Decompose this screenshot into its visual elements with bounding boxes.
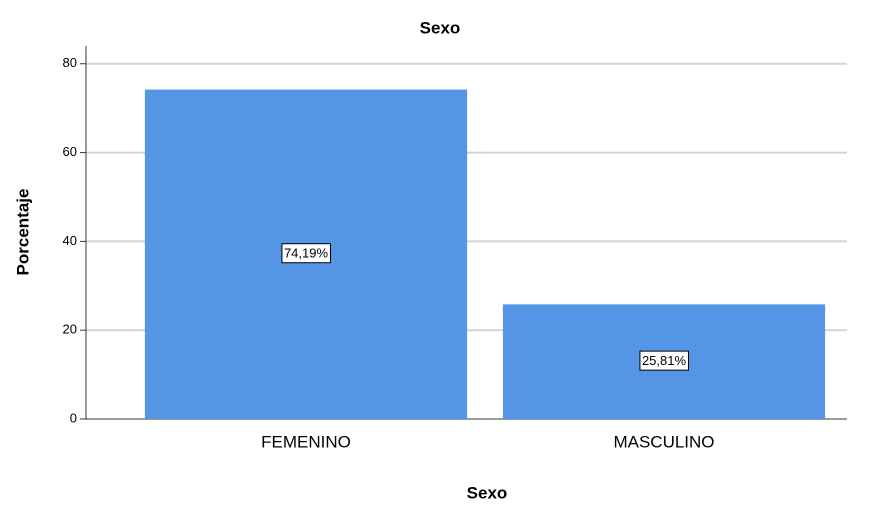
x-tick-label: FEMENINO xyxy=(261,432,351,451)
y-tick-label: 0 xyxy=(70,410,77,425)
chart-title: Sexo xyxy=(420,18,461,37)
value-label: 25,81% xyxy=(642,353,687,368)
value-label-box xyxy=(281,243,331,264)
y-axis-title: Porcentaje xyxy=(13,189,32,276)
y-tick-label: 40 xyxy=(63,233,77,248)
y-tick-label: 60 xyxy=(63,144,77,159)
y-tick-label: 20 xyxy=(63,322,77,337)
value-label: 74,19% xyxy=(284,246,329,261)
value-label-box xyxy=(639,350,689,371)
x-axis-title: Sexo xyxy=(467,483,508,502)
x-tick-label: MASCULINO xyxy=(613,432,714,451)
y-tick-label: 80 xyxy=(63,55,77,70)
